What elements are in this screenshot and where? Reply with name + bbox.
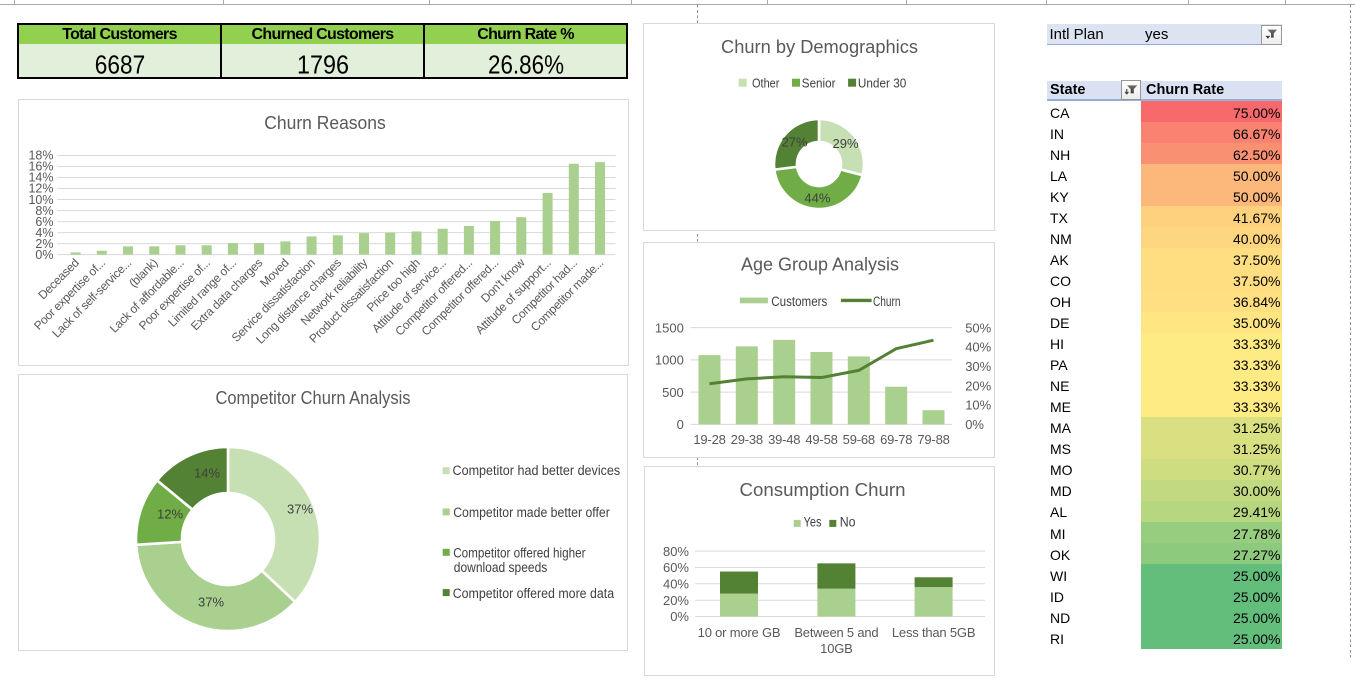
- svg-text:Churn by Demographics: Churn by Demographics: [721, 37, 918, 57]
- svg-text:10%: 10%: [965, 398, 991, 413]
- svg-text:50%: 50%: [965, 320, 991, 335]
- svg-text:Competitor offered more data: Competitor offered more data: [453, 586, 615, 601]
- svg-text:10 or more GB: 10 or more GB: [698, 625, 781, 640]
- svg-text:Competitor Churn Analysis: Competitor Churn Analysis: [216, 388, 411, 408]
- svg-text:60%: 60%: [663, 560, 689, 575]
- svg-text:download speeds: download speeds: [454, 560, 548, 575]
- svg-text:Age Group Analysis: Age Group Analysis: [741, 255, 899, 275]
- svg-text:6%: 6%: [35, 215, 53, 229]
- svg-text:2%: 2%: [35, 237, 53, 251]
- svg-text:Churn: Churn: [873, 294, 901, 309]
- svg-text:0%: 0%: [670, 609, 689, 624]
- svg-text:20%: 20%: [965, 378, 991, 393]
- svg-text:Competitor had better devices: Competitor had better devices: [453, 463, 621, 478]
- svg-text:27%: 27%: [782, 135, 808, 150]
- svg-text:30%: 30%: [965, 359, 991, 374]
- svg-text:0: 0: [677, 417, 684, 432]
- svg-text:20%: 20%: [663, 593, 689, 608]
- svg-text:1796: 1796: [297, 50, 349, 78]
- svg-text:4%: 4%: [35, 226, 53, 240]
- svg-text:12%: 12%: [28, 182, 53, 196]
- svg-text:49-58: 49-58: [805, 432, 837, 447]
- svg-text:0%: 0%: [35, 248, 53, 262]
- svg-text:6687: 6687: [95, 50, 145, 78]
- svg-text:37%: 37%: [287, 502, 313, 517]
- svg-text:79-88: 79-88: [917, 432, 949, 447]
- svg-text:Between 5 and: Between 5 and: [794, 625, 878, 640]
- svg-text:59-68: 59-68: [843, 432, 875, 447]
- svg-text:39-48: 39-48: [768, 432, 800, 447]
- svg-text:12%: 12%: [157, 507, 183, 522]
- svg-text:Churn Reasons: Churn Reasons: [264, 113, 386, 133]
- svg-text:16%: 16%: [28, 160, 53, 174]
- svg-text:Yes: Yes: [804, 515, 822, 530]
- svg-text:10%: 10%: [28, 193, 53, 207]
- svg-text:8%: 8%: [35, 204, 53, 218]
- svg-text:500: 500: [662, 385, 684, 400]
- svg-text:Other: Other: [752, 76, 780, 91]
- svg-text:37%: 37%: [198, 595, 224, 610]
- svg-text:29%: 29%: [832, 136, 858, 151]
- svg-text:1500: 1500: [655, 320, 684, 335]
- svg-text:Competitor made better offer: Competitor made better offer: [453, 505, 610, 520]
- svg-text:40%: 40%: [663, 577, 689, 592]
- svg-text:26.86%: 26.86%: [488, 50, 564, 78]
- svg-text:Customers: Customers: [771, 294, 827, 309]
- svg-text:80%: 80%: [663, 544, 689, 559]
- svg-text:69-78: 69-78: [880, 432, 912, 447]
- svg-text:40%: 40%: [965, 340, 991, 355]
- svg-text:0%: 0%: [965, 417, 984, 432]
- svg-text:18%: 18%: [28, 149, 53, 163]
- svg-text:14%: 14%: [28, 171, 53, 185]
- svg-text:10GB: 10GB: [820, 641, 852, 656]
- svg-text:Less than 5GB: Less than 5GB: [892, 625, 975, 640]
- svg-text:29-38: 29-38: [731, 432, 763, 447]
- svg-text:Under 30: Under 30: [858, 76, 906, 91]
- svg-text:Consumption Churn: Consumption Churn: [740, 480, 906, 500]
- svg-text:Senior: Senior: [802, 76, 836, 91]
- svg-text:19-28: 19-28: [693, 432, 725, 447]
- svg-text:14%: 14%: [194, 466, 220, 481]
- svg-text:44%: 44%: [804, 191, 830, 206]
- svg-text:Competitor offered higher: Competitor offered higher: [453, 545, 586, 560]
- svg-text:No: No: [840, 515, 856, 530]
- svg-text:1000: 1000: [655, 353, 684, 368]
